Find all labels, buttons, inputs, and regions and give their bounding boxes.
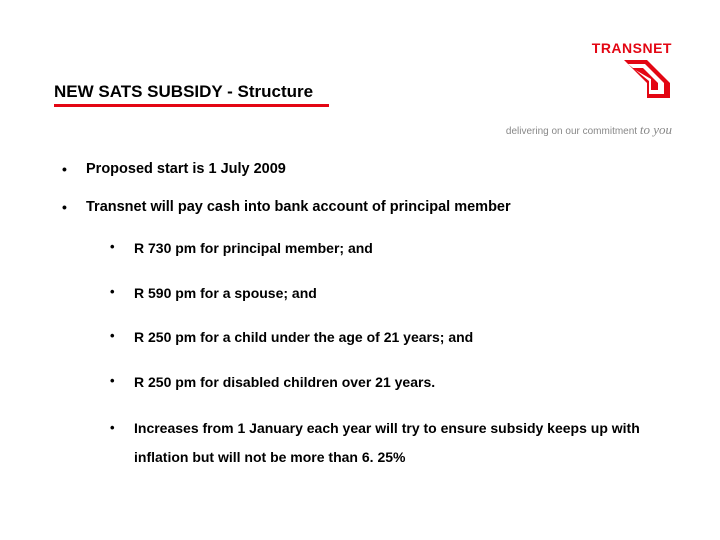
bullet-text: R 250 pm for disabled children over 21 y… bbox=[134, 374, 435, 390]
bullet-list-outer: Proposed start is 1 July 2009 Transnet w… bbox=[62, 160, 672, 472]
list-item: R 250 pm for disabled children over 21 y… bbox=[110, 369, 672, 396]
list-item: Proposed start is 1 July 2009 bbox=[62, 160, 672, 180]
list-item: Transnet will pay cash into bank account… bbox=[62, 198, 672, 473]
tagline-plain: delivering on our commitment bbox=[506, 126, 640, 137]
logo-chevron-icon bbox=[622, 58, 672, 100]
bullet-text: Transnet will pay cash into bank account… bbox=[86, 199, 511, 215]
slide-title: NEW SATS SUBSIDY - Structure bbox=[54, 82, 313, 102]
list-item: Increases from 1 January each year will … bbox=[110, 414, 672, 473]
bullet-list-inner: R 730 pm for principal member; and R 590… bbox=[86, 235, 672, 472]
tagline-script: to you bbox=[640, 122, 672, 137]
bullet-text: Increases from 1 January each year will … bbox=[134, 420, 640, 465]
bullet-text: Proposed start is 1 July 2009 bbox=[86, 161, 286, 177]
brand-tagline: delivering on our commitment to you bbox=[506, 122, 672, 138]
list-item: R 250 pm for a child under the age of 21… bbox=[110, 324, 672, 351]
list-item: R 730 pm for principal member; and bbox=[110, 235, 672, 262]
slide: NEW SATS SUBSIDY - Structure TRANSNET de… bbox=[0, 0, 720, 540]
bullet-text: R 730 pm for principal member; and bbox=[134, 240, 373, 256]
brand-logo: TRANSNET bbox=[552, 40, 672, 100]
title-underline bbox=[54, 104, 329, 107]
list-item: R 590 pm for a spouse; and bbox=[110, 280, 672, 307]
logo-wordmark: TRANSNET bbox=[552, 40, 672, 56]
bullet-text: R 250 pm for a child under the age of 21… bbox=[134, 329, 473, 345]
content-area: Proposed start is 1 July 2009 Transnet w… bbox=[62, 160, 672, 490]
bullet-text: R 590 pm for a spouse; and bbox=[134, 285, 317, 301]
